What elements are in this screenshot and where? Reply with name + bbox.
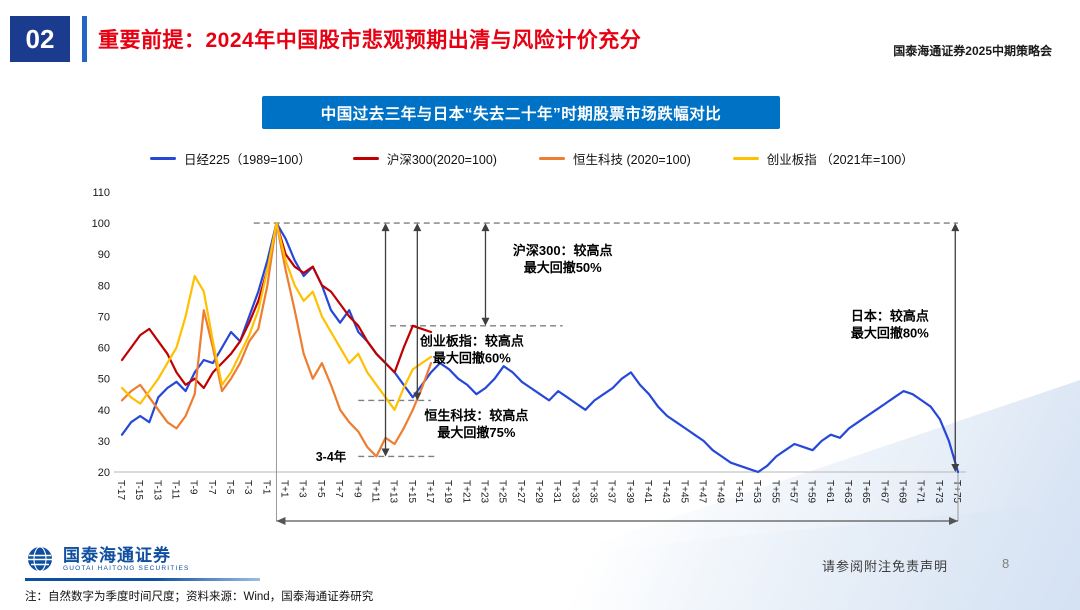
footer-logo: 国泰海通证券 GUOTAI HAITONG SECURITIES [25,544,190,574]
legend-item: 创业板指 （2021年=100） [732,149,914,168]
arrowhead [413,223,422,232]
x-tick-label: T-3 [242,480,253,495]
arrowhead [481,317,490,326]
arrowhead [481,223,490,232]
x-tick-label: T+25 [497,480,508,504]
legend-label: 沪深300(2020=100) [386,153,497,167]
legend-line-swatch [538,157,565,160]
x-tick-label: T+33 [569,480,580,504]
arrowhead [413,392,422,401]
x-tick-label: T+23 [479,480,490,504]
logo-company-name: 国泰海通证券 [63,545,171,565]
y-tick-label: 40 [98,405,110,417]
y-tick-label: 60 [98,343,110,355]
series-line [120,222,433,411]
x-tick-label: T+15 [406,480,417,504]
page-number: 8 [1002,556,1010,571]
series-line [120,222,433,458]
legend-line-swatch [150,157,176,160]
x-tick-label: T-9 [188,480,199,495]
x-tick-label: T-7 [206,480,217,495]
chart-annotation: 日本：较高点最大回撤80% [851,308,929,340]
x-tick-label: T-13 [151,480,162,500]
y-tick-label: 20 [98,467,110,479]
x-tick-label: T+3 [297,480,308,498]
y-tick-label: 80 [98,280,110,292]
x-tick-label: T+49 [715,480,726,504]
x-tick-label: T+19 [442,480,453,504]
x-tick-label: T+35 [588,480,599,504]
y-tick-label: 90 [98,249,110,261]
y-tick-label: 30 [98,436,110,448]
y-tick-label: 110 [92,187,110,199]
chart-annotation: 创业板指：较高点最大回撤60% [419,333,524,365]
chart-banner-title: 中国过去三年与日本“失去二十年”时期股票市场跌幅对比 [262,96,780,129]
x-tick-label: T+37 [606,480,617,504]
legend-label: 恒生科技 (2020=100) [572,153,691,167]
legend-item: 日经225（1989=100） [150,149,311,168]
x-tick-label: T+47 [697,480,708,504]
globe-logo-icon [25,544,55,574]
x-tick-label: T+5 [315,480,326,498]
x-tick-label: T+31 [551,480,562,504]
series-line [120,222,960,474]
x-tick-label: T-11 [170,480,181,500]
legend: 日经225（1989=100） 沪深300(2020=100) 恒生科技 (2020… [150,149,914,168]
x-tick-label: T+29 [533,480,544,504]
chart-annotation: 沪深300：较高点最大回撤50% [513,243,613,275]
legend-item: 恒生科技 (2020=100) [538,149,691,168]
y-tick-label: 100 [92,218,110,230]
source-footnote: 注：自然数字为季度时间尺度；资料来源：Wind，国泰海通证券研究 [25,591,374,603]
x-tick-label: T+43 [660,480,671,504]
x-tick-label: T+11 [369,480,380,503]
x-tick-label: T-17 [115,480,126,500]
chart-annotation: 3-4年 [316,449,347,464]
logo-underline [25,578,260,581]
logo-company-subtitle: GUOTAI HAITONG SECURITIES [63,564,190,572]
legend-item: 沪深300(2020=100) [352,149,497,168]
arrowhead [381,448,390,457]
x-tick-label: T-15 [133,480,144,500]
arrowhead [951,223,960,232]
y-tick-label: 70 [98,311,110,323]
slide-number-badge: 02 [10,16,70,62]
span-arrowhead-left [276,517,286,525]
x-tick-label: T+17 [424,480,435,504]
legend-line-swatch [352,157,379,160]
y-tick-label: 50 [98,374,110,386]
x-tick-label: T+21 [460,480,471,504]
x-tick-label: T+1 [279,480,290,498]
x-tick-label: T-5 [224,480,235,495]
legend-line-swatch [732,157,759,160]
x-tick-label: T+13 [388,480,399,504]
legend-label: 创业板指 （2021年=100） [766,153,914,167]
x-tick-label: T+7 [333,480,344,498]
page-title: 重要前提：2024年中国股市悲观预期出清与风险计价充分 [98,29,642,52]
title-accent-bar [82,16,87,62]
arrowhead [381,223,390,232]
x-tick-label: T+27 [515,480,526,504]
chart-annotation: 恒生科技：较高点最大回撤75% [424,408,528,440]
x-tick-label: T+39 [624,480,635,504]
series-line [120,222,433,390]
x-tick-label: T+41 [642,480,653,504]
disclaimer-note: 请参阅附注免责声明 [822,559,949,574]
x-tick-label: T+45 [678,480,689,504]
x-tick-label: T-1 [260,480,271,495]
legend-label: 日经225（1989=100） [184,153,311,167]
x-tick-label: T+9 [351,480,362,498]
conference-label: 国泰海通证券2025中期策略会 [893,44,1052,58]
